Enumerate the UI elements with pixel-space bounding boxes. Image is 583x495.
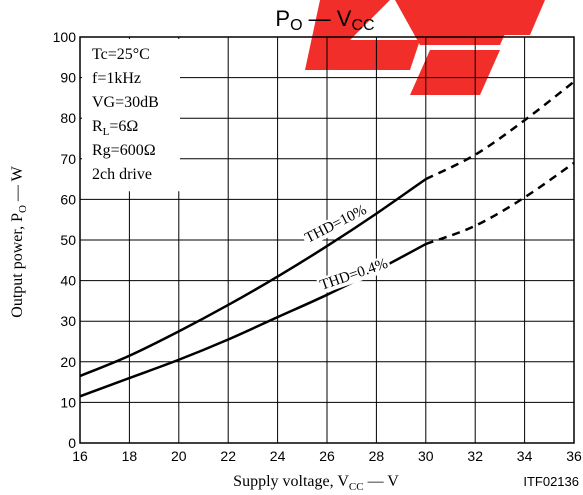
logo-watermark	[305, 0, 545, 95]
x-tick-28: 28	[369, 448, 385, 464]
title-main2: V	[337, 6, 352, 31]
conditions-background	[82, 39, 181, 192]
conditions-block: Tc=25°C f=1kHz VG=30dB RL=6Ω Rg=600Ω 2ch…	[92, 46, 159, 183]
x-tick-20: 20	[171, 448, 187, 464]
condition-rg: Rg=600Ω	[92, 142, 156, 159]
series-label-backing	[316, 255, 392, 295]
y-tick-20: 20	[60, 354, 76, 370]
y-tick-70: 70	[60, 151, 76, 167]
series-label-thd04: THD=0.4%	[318, 256, 390, 294]
condition-freq: f=1kHz	[92, 70, 141, 87]
x-tick-32: 32	[467, 448, 483, 464]
condition-tc: Tc=25°C	[92, 46, 150, 63]
plot-frame	[79, 36, 575, 444]
figure-code: ITF02136	[523, 474, 579, 489]
series-thd04-dashed	[425, 161, 575, 246]
series-thd10-dashed	[425, 80, 575, 181]
plot-border	[79, 36, 575, 444]
chart-title: PO — VCC	[275, 6, 374, 34]
x-tick-16: 16	[72, 448, 88, 464]
y-tick-90: 90	[60, 70, 76, 86]
condition-rl: RL=6Ω	[92, 118, 138, 138]
x-axis-label: Supply voltage, VCC — V	[233, 473, 399, 493]
title-sep: —	[303, 6, 337, 31]
x-tick-30: 30	[418, 448, 434, 464]
x-tick-34: 34	[517, 448, 533, 464]
series-thd10-solid	[79, 178, 427, 378]
y-tick-30: 30	[60, 313, 76, 329]
conditions-box-bg	[82, 39, 181, 192]
title-sub2: CC	[351, 17, 374, 34]
y-tick-60: 60	[60, 191, 76, 207]
y-tick-50: 50	[60, 232, 76, 248]
title-main: P	[275, 6, 290, 31]
y-tick-labels: 0 10 20 30 40 50 60 70 80 90 100	[53, 29, 77, 451]
x-tick-labels: 16 18 20 22 24 26 28 30 32 34 36	[72, 448, 582, 464]
y-tick-100: 100	[53, 29, 77, 45]
x-tick-22: 22	[220, 448, 236, 464]
title-sub: O	[290, 17, 302, 34]
x-tick-18: 18	[122, 448, 138, 464]
condition-drive: 2ch drive	[92, 166, 152, 183]
y-tick-80: 80	[60, 110, 76, 126]
series-label-backing	[300, 201, 372, 248]
x-tick-24: 24	[270, 448, 286, 464]
y-tick-0: 0	[68, 435, 76, 451]
x-tick-36: 36	[566, 448, 582, 464]
y-tick-40: 40	[60, 273, 76, 289]
x-tick-26: 26	[319, 448, 335, 464]
y-axis-label: Output power, PO — W	[9, 165, 29, 317]
condition-vg: VG=30dB	[92, 94, 159, 111]
y-tick-10: 10	[60, 394, 76, 410]
